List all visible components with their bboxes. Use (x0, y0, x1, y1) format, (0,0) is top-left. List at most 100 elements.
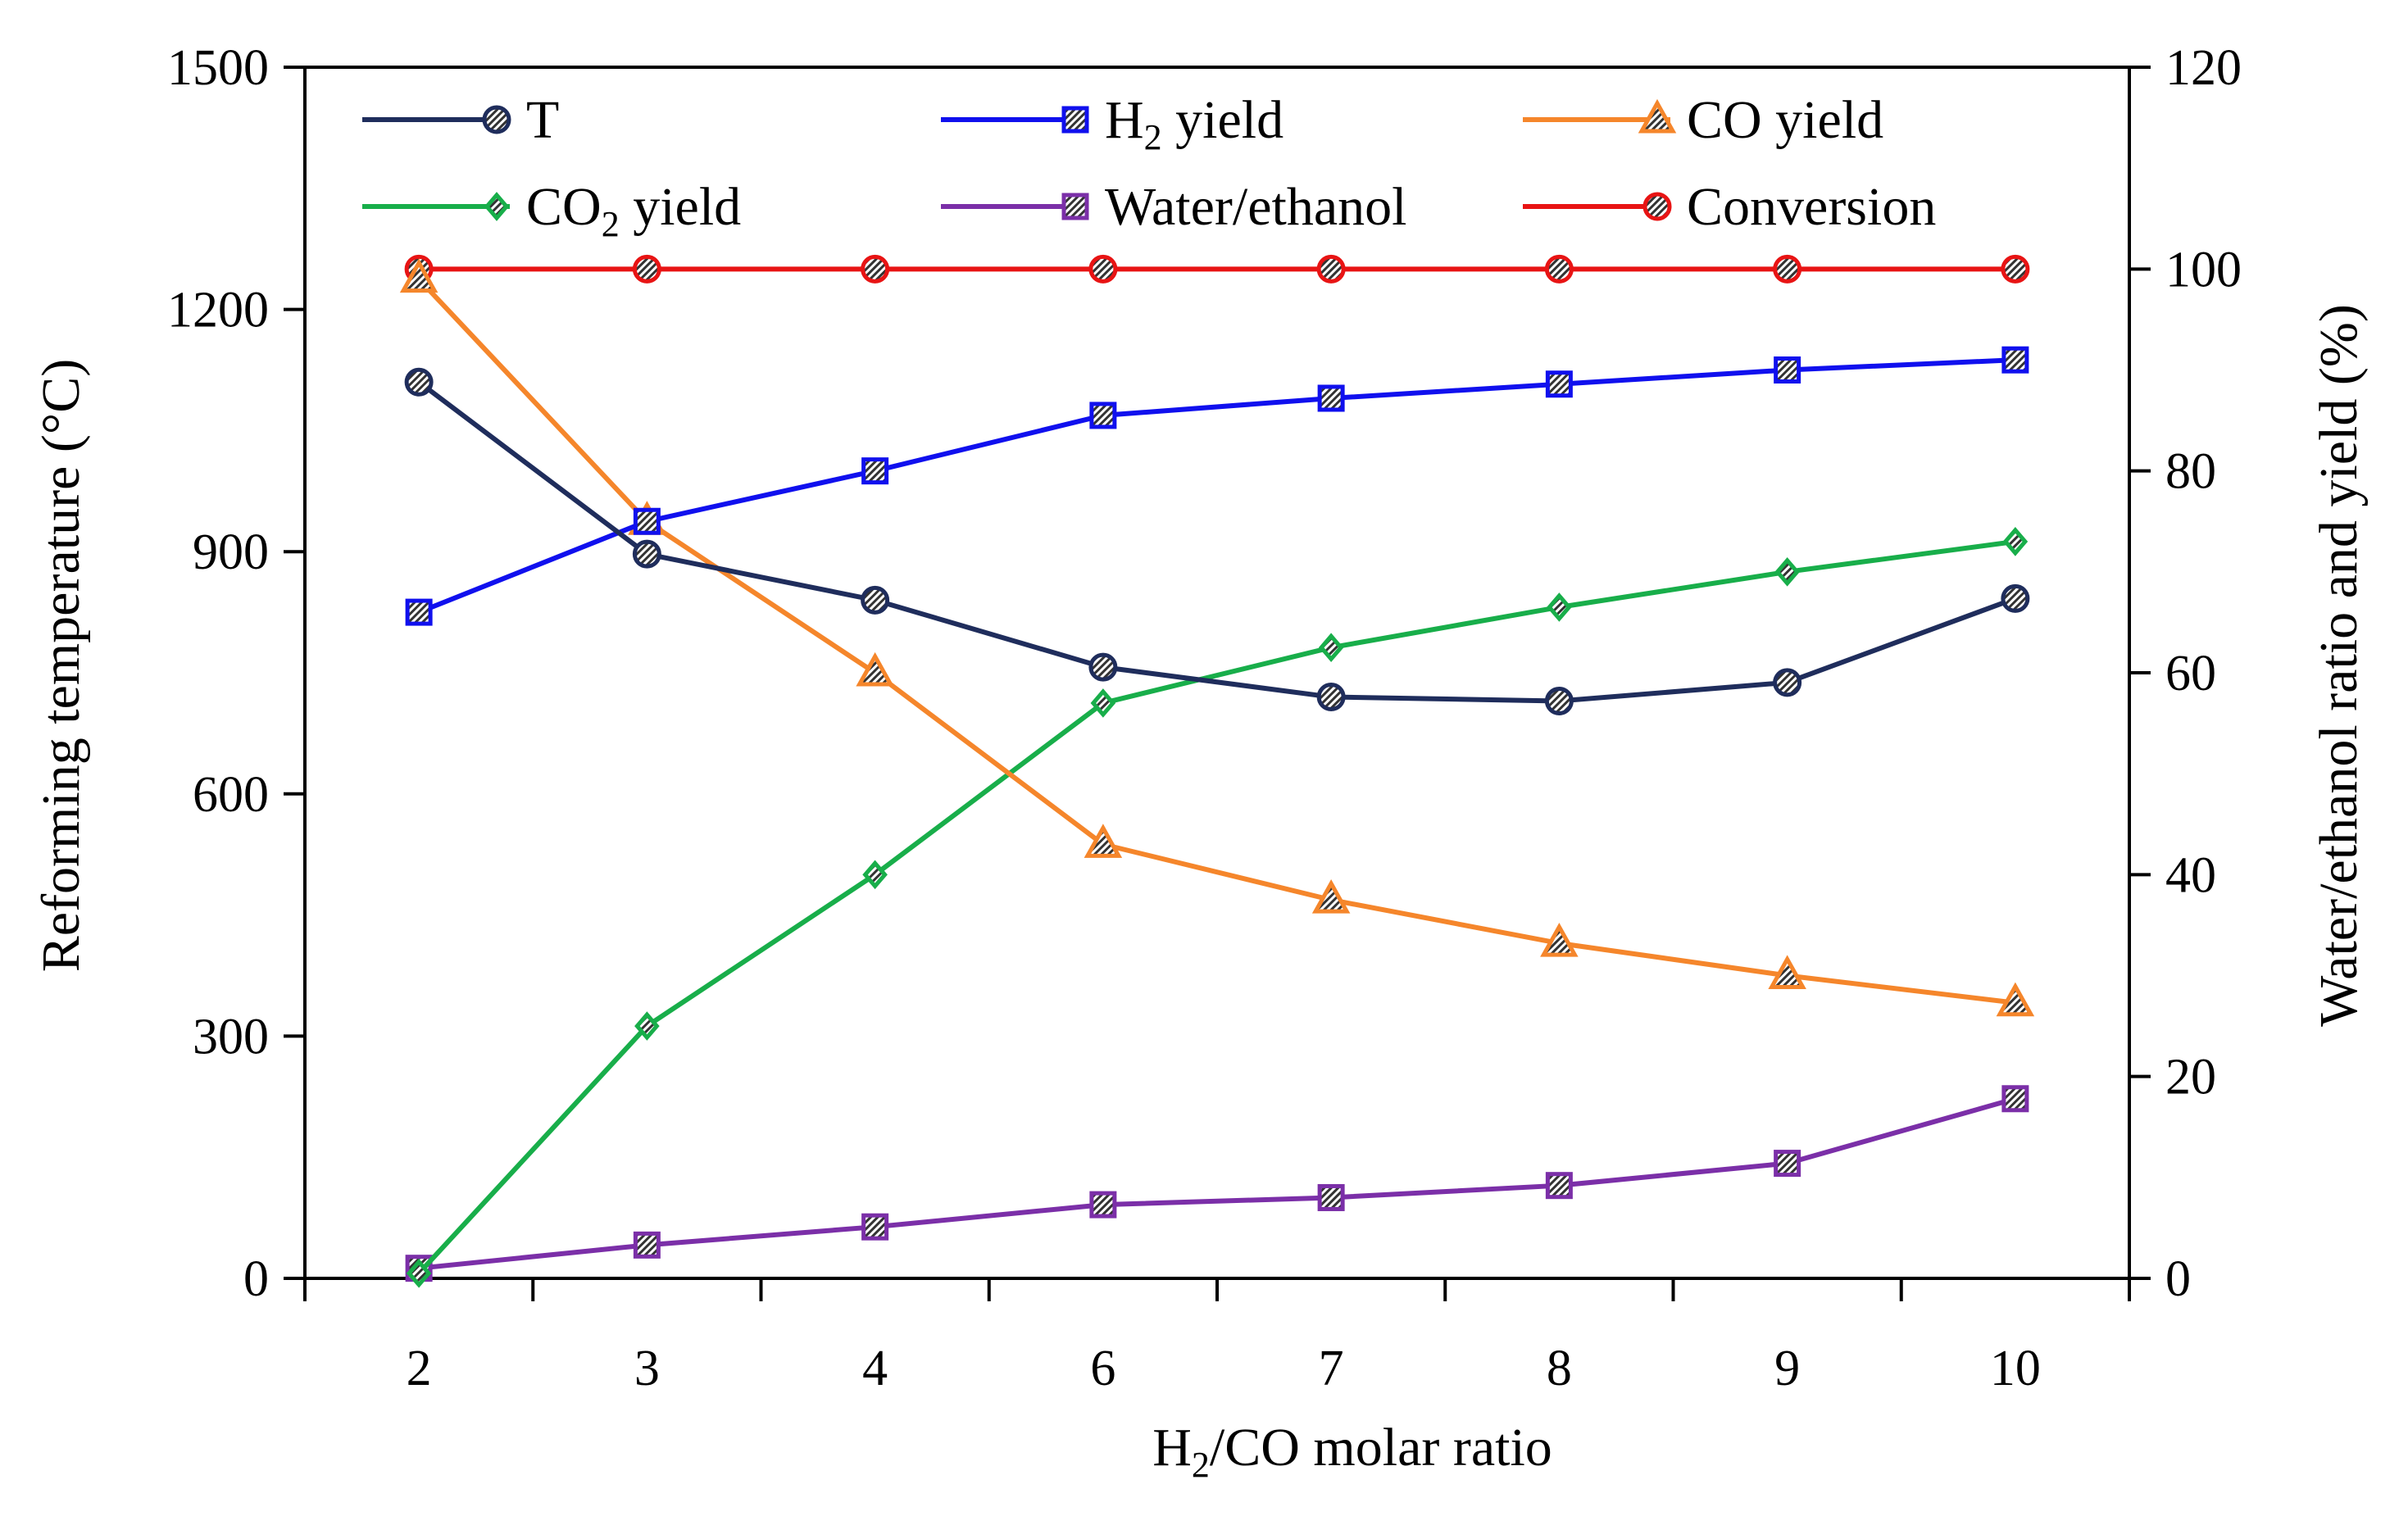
data-point-co (1084, 824, 1123, 858)
data-point-co (399, 258, 438, 293)
x-tick-label: 8 (1547, 1341, 1572, 1396)
data-point-t (1088, 652, 1118, 682)
x-tick-label: 10 (1990, 1341, 2041, 1396)
y-right-tick-label: 60 (2165, 646, 2216, 701)
legend-marker (484, 192, 510, 221)
data-point-co2 (1774, 556, 1800, 587)
y-right-tick-label: 100 (2165, 242, 2242, 297)
legend-marker (1061, 193, 1089, 220)
series-line-co2 (416, 538, 2016, 1275)
series-layer (399, 254, 2035, 1288)
legend-item-we: Water/ethanol (941, 177, 1407, 237)
data-point-we (2001, 1085, 2029, 1113)
data-point-conv (1088, 254, 1118, 284)
x-axis: 2 3 4 6 7 8 9 10 (303, 1278, 2131, 1396)
data-point-co2 (1090, 688, 1116, 718)
data-point-h2 (2001, 346, 2029, 374)
data-point-t (861, 585, 890, 615)
data-point-h2 (1545, 370, 1573, 398)
legend-marker (1638, 98, 1677, 134)
legend-label: Conversion (1687, 177, 1936, 237)
y-axis-right: 0 20 40 60 80 100 120 (2129, 40, 2242, 1307)
data-point-co (1996, 982, 2035, 1017)
data-point-t (1316, 683, 1346, 712)
x-axis-title: H2/CO molar ratio (1152, 1418, 1552, 1485)
data-point-t (1544, 686, 1574, 715)
data-point-conv (632, 254, 661, 284)
data-point-we (1317, 1183, 1345, 1211)
y-axis-right-title: Water/ethanol ratio and yield (%) (2309, 304, 2369, 1027)
data-point-co2 (862, 860, 888, 890)
legend-marker (1642, 192, 1672, 221)
y-left-tick-label: 1500 (167, 40, 269, 96)
series-line-h2 (418, 357, 2016, 615)
legend-label: Water/ethanol (1105, 177, 1407, 237)
legend-item-conv: Conversion (1523, 177, 1936, 237)
data-point-t (2001, 583, 2030, 613)
x-tick-label: 6 (1090, 1341, 1115, 1396)
legend-marker (1061, 106, 1089, 134)
data-point-conv (1544, 254, 1574, 284)
data-point-t (632, 539, 661, 569)
series-conv (404, 254, 2030, 284)
data-point-we (1089, 1191, 1117, 1219)
data-point-conv (2001, 254, 2030, 284)
data-point-co2 (2002, 527, 2029, 556)
x-tick-label: 4 (862, 1341, 888, 1396)
data-point-co (1768, 955, 1806, 989)
y-right-tick-label: 0 (2165, 1251, 2191, 1307)
legend-label: CO yield (1687, 90, 1883, 150)
series-line-we (418, 1096, 2016, 1271)
legend-item-co2: CO2 yield (362, 177, 741, 244)
legend-marker (482, 105, 511, 134)
data-point-t (404, 367, 434, 397)
series-line-t (417, 379, 2016, 704)
data-point-co2 (634, 1011, 660, 1041)
data-point-co (1311, 879, 1351, 914)
x-tick-label: 7 (1319, 1341, 1344, 1396)
data-point-we (1545, 1172, 1573, 1200)
legend-item-co: CO yield (1523, 90, 1883, 150)
legend-item-h2: H2 yield (941, 90, 1284, 157)
y-left-tick-label: 300 (193, 1009, 269, 1064)
data-point-co (1540, 922, 1579, 957)
x-tick-label: 2 (407, 1341, 432, 1396)
legend-label: CO2 yield (526, 177, 741, 244)
series-line-co (416, 277, 2016, 1005)
series-co (399, 258, 2035, 1017)
data-point-conv (861, 254, 890, 284)
data-point-conv (1316, 254, 1346, 284)
x-tick-label: 3 (634, 1341, 660, 1396)
legend-item-t: T (362, 90, 559, 150)
data-point-h2 (1089, 402, 1117, 429)
y-left-tick-label: 900 (193, 524, 269, 580)
data-point-h2 (1774, 356, 1801, 384)
y-axis-left-title: Reforming temperature (°C) (31, 359, 91, 972)
data-point-co2 (406, 1259, 432, 1288)
data-point-we (633, 1231, 661, 1259)
y-right-tick-label: 120 (2165, 40, 2242, 96)
y-left-tick-label: 0 (243, 1251, 269, 1307)
data-point-h2 (1317, 384, 1345, 412)
data-point-we (861, 1213, 889, 1241)
x-tick-label: 9 (1774, 1341, 1800, 1396)
data-point-we (1774, 1150, 1801, 1178)
y-left-tick-label: 1200 (167, 283, 269, 338)
series-h2 (405, 346, 2029, 626)
y-left-tick-label: 600 (193, 767, 269, 823)
data-point-conv (1773, 254, 1802, 284)
data-point-co2 (1547, 592, 1572, 622)
data-point-h2 (861, 457, 889, 485)
legend-label: H2 yield (1105, 90, 1284, 157)
y-axis-left: 0 300 600 900 1200 1500 (167, 40, 305, 1307)
data-point-co2 (1318, 633, 1344, 663)
data-point-h2 (633, 507, 661, 535)
y-right-tick-label: 20 (2165, 1050, 2216, 1105)
data-point-co (856, 651, 894, 687)
series-we (405, 1085, 2029, 1282)
data-point-h2 (405, 598, 433, 626)
data-point-t (1773, 668, 1802, 697)
legend: T H2 yield CO yield CO2 yield Water/ethanol C… (362, 90, 1936, 244)
y-right-tick-label: 80 (2165, 444, 2216, 500)
